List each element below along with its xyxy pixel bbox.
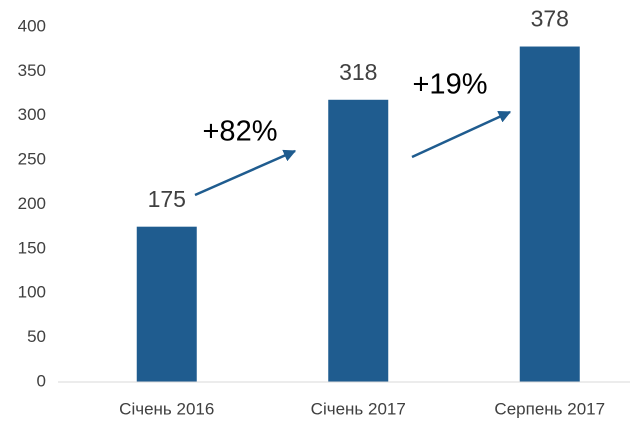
bar (519, 46, 580, 383)
data-label: 318 (339, 59, 377, 85)
y-tick-label: 300 (18, 105, 46, 124)
x-tick-label: Січень 2017 (311, 399, 406, 418)
annotation: +19% (413, 69, 488, 101)
y-tick-label: 50 (27, 327, 46, 346)
y-tick-label: 150 (18, 238, 46, 257)
arrow (194, 149, 297, 197)
bar (136, 226, 197, 382)
y-tick-label: 250 (18, 150, 46, 169)
data-label: 378 (531, 6, 569, 32)
data-label: 175 (148, 186, 186, 212)
y-tick-label: 0 (37, 371, 46, 390)
x-tick-label: Січень 2016 (119, 399, 214, 418)
bar (328, 99, 389, 383)
y-tick-label: 200 (18, 194, 46, 213)
x-tick-label: Серпень 2017 (494, 399, 605, 418)
y-tick-label: 100 (18, 283, 46, 302)
y-tick-label: 350 (18, 61, 46, 80)
y-tick-label: 400 (18, 16, 46, 35)
annotation: +82% (203, 116, 278, 148)
arrow (411, 110, 512, 159)
